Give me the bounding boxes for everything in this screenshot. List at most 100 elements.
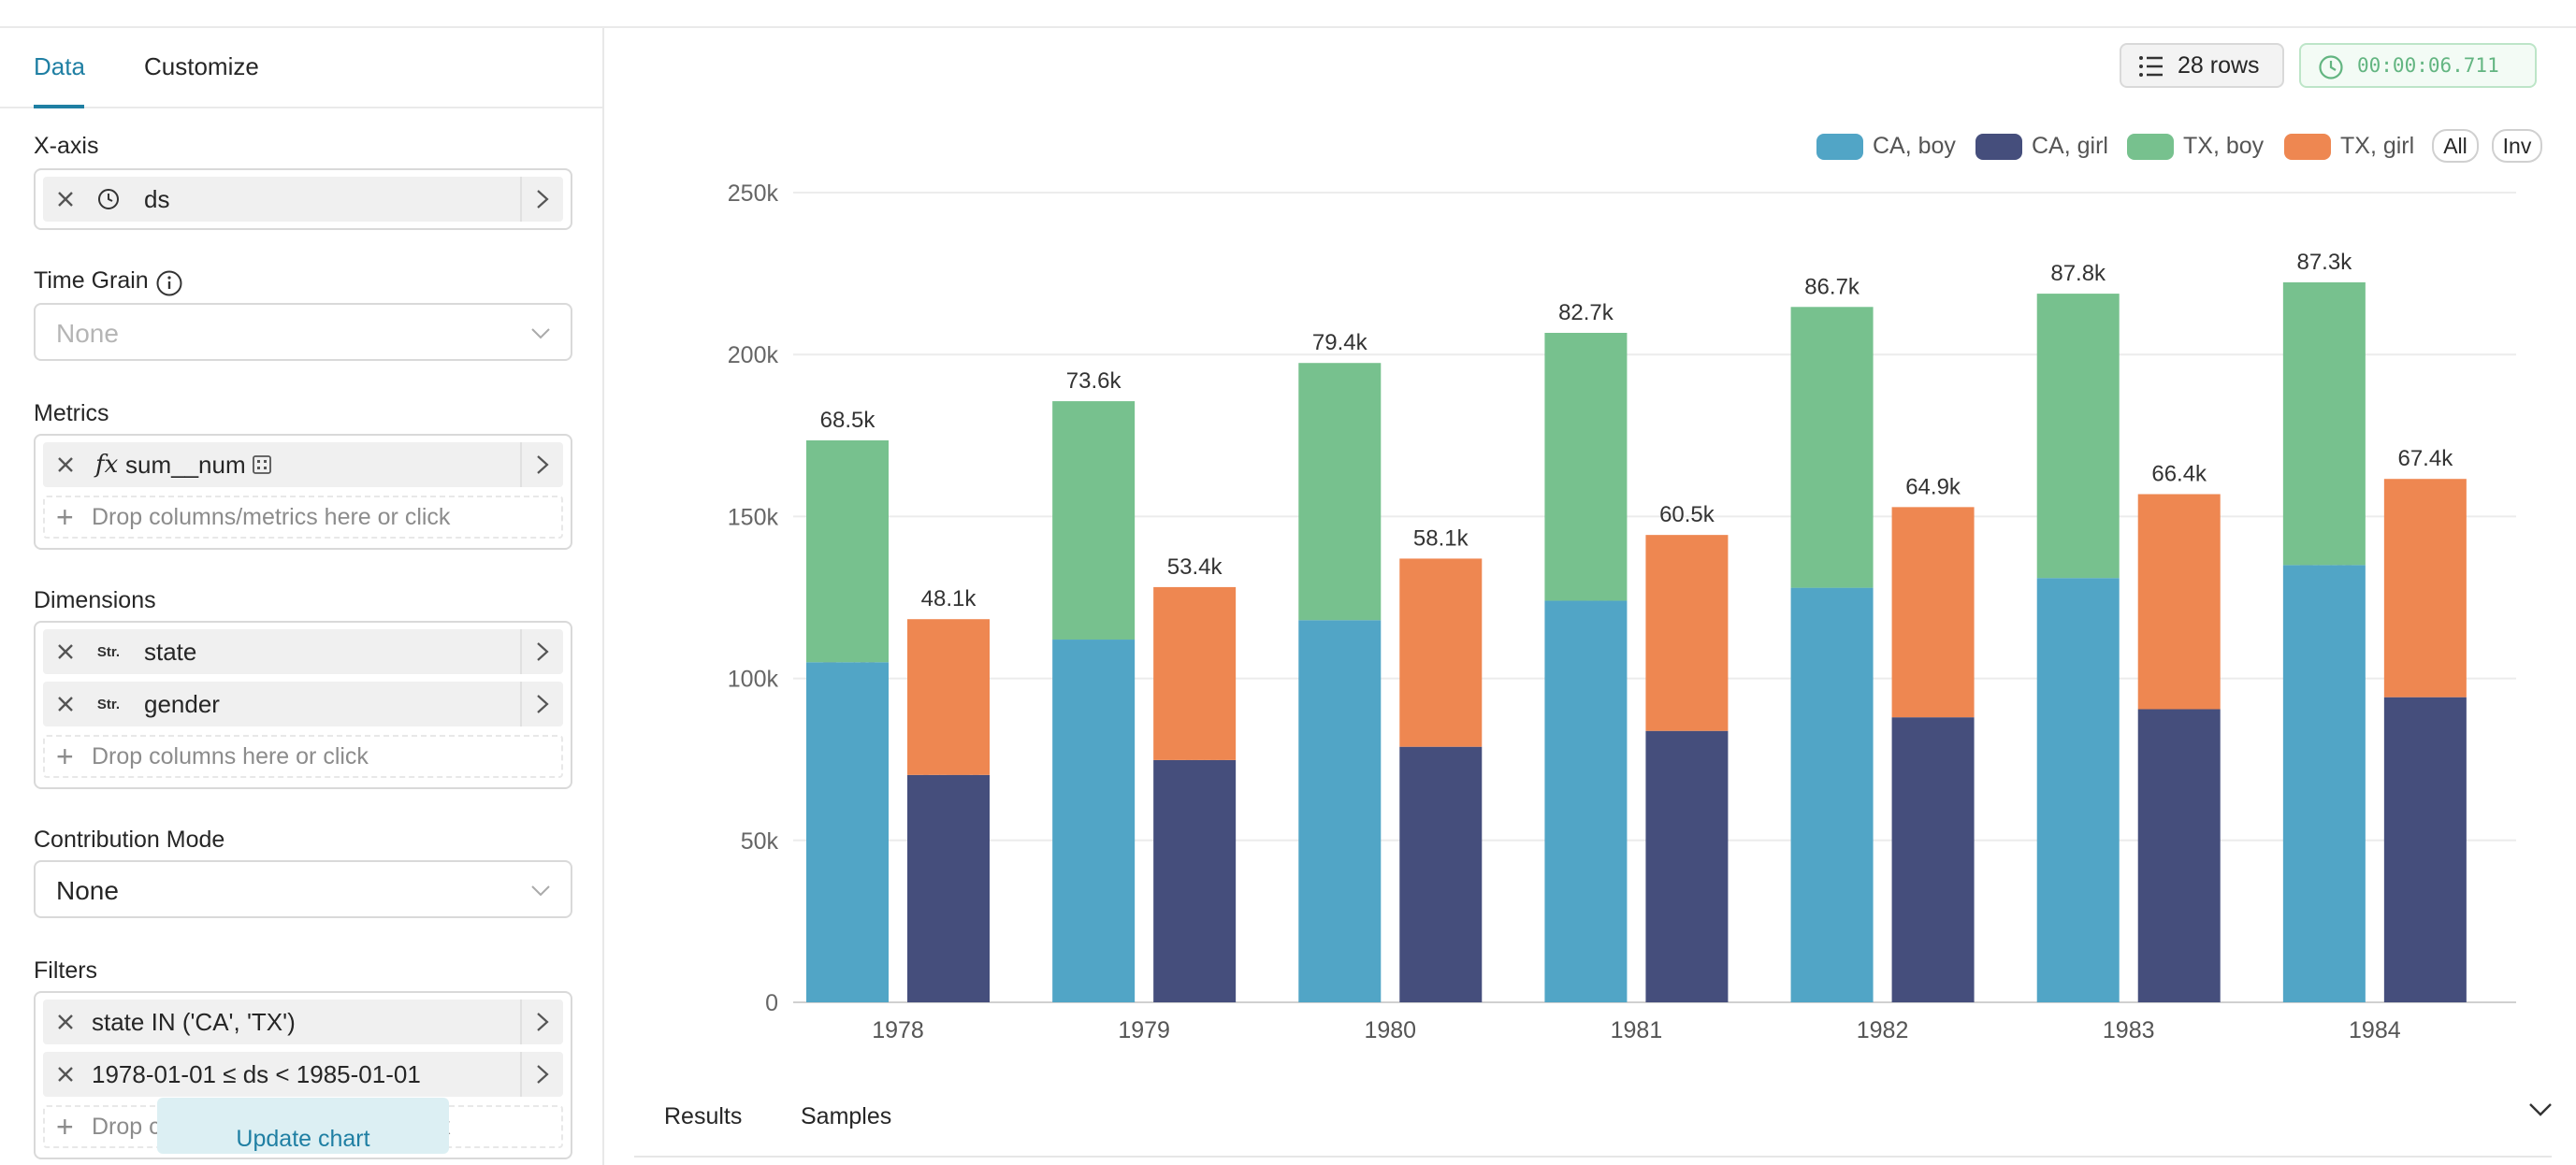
filter-pill[interactable]: 1978-01-01 ≤ ds < 1985-01-01 [43, 1052, 563, 1097]
update-chart-button[interactable]: Update chart [157, 1098, 449, 1154]
bar-segment [1790, 307, 1874, 588]
chevron-down-icon[interactable] [2527, 1096, 2554, 1122]
clock-icon [94, 184, 123, 214]
fx-icon: fx [95, 451, 119, 479]
time-grain-select[interactable]: None [34, 303, 572, 361]
legend-swatch [2284, 134, 2331, 160]
legend-label: TX, girl [2340, 133, 2415, 159]
y-tick-label: 100k [728, 667, 779, 693]
bar-segment [2137, 494, 2221, 710]
list-icon [2139, 56, 2163, 77]
dimensions-drop-hint: Drop columns here or click [92, 743, 369, 769]
bar-segment [1544, 332, 1628, 601]
row-count: 28 rows [2178, 52, 2260, 79]
remove-icon[interactable] [51, 184, 80, 214]
dimension-name: state [144, 638, 197, 666]
x-tick-label: 1978 [872, 1017, 924, 1043]
dimensions-label: Dimensions [34, 587, 156, 613]
dimension-pill-state[interactable]: Str. state [43, 629, 563, 674]
x-tick-label: 1979 [1118, 1017, 1170, 1043]
bar-segment [2282, 565, 2366, 1002]
data-label: 53.4k [1167, 554, 1223, 580]
metrics-drop-zone[interactable]: + Drop columns/metrics here or click [43, 496, 563, 539]
active-tab-indicator [34, 105, 84, 108]
remove-icon[interactable] [51, 1059, 80, 1089]
legend-select-all-button[interactable]: All [2432, 129, 2479, 163]
control-panel: Data Customize X-axis ds Time Grain None… [0, 28, 604, 1165]
tab-customize[interactable]: Customize [144, 52, 259, 80]
x-axis-pill[interactable]: ds [43, 177, 563, 222]
plus-icon: + [56, 740, 74, 773]
timer-value: 00:00:06.711 [2357, 54, 2499, 77]
plus-icon: + [56, 500, 74, 534]
x-axis-control: ds [34, 168, 572, 230]
data-label: 73.6k [1066, 368, 1122, 394]
x-tick-label: 1984 [2349, 1017, 2401, 1043]
dimension-name: gender [144, 690, 220, 718]
x-tick-label: 1981 [1611, 1017, 1663, 1043]
chevron-down-icon [529, 322, 552, 344]
legend-label: TX, boy [2183, 133, 2265, 159]
contribution-mode-select[interactable]: None [34, 860, 572, 918]
data-label: 82.7k [1558, 300, 1614, 325]
legend-swatch [1975, 134, 2022, 160]
data-label: 60.5k [1659, 502, 1715, 527]
remove-icon[interactable] [51, 637, 80, 667]
bar-segment [1891, 507, 1975, 718]
time-grain-label: Time Grain [34, 267, 149, 294]
bar-segment [1891, 717, 1975, 1002]
filter-pill[interactable]: state IN ('CA', 'TX') [43, 1000, 563, 1044]
bar-segment [1153, 586, 1237, 760]
bar-segment [1544, 600, 1628, 1002]
dimensions-drop-zone[interactable]: + Drop columns here or click [43, 735, 563, 778]
data-label: 86.7k [1804, 274, 1860, 299]
filter-value: state IN ('CA', 'TX') [92, 1008, 296, 1036]
metrics-control: fx sum__num + Drop columns/metrics here … [34, 434, 572, 550]
data-label: 67.4k [2397, 446, 2453, 471]
bar-segment [1645, 730, 1729, 1002]
bar-segment [2383, 479, 2467, 698]
bar-segment [1052, 401, 1136, 640]
time-grain-placeholder: None [56, 319, 119, 348]
legend-label: CA, girl [2032, 133, 2108, 159]
y-tick-label: 0 [765, 990, 778, 1016]
data-label: 64.9k [1905, 474, 1961, 499]
x-tick-label: 1982 [1857, 1017, 1909, 1043]
data-label: 48.1k [921, 586, 977, 611]
contribution-mode-label: Contribution Mode [34, 827, 225, 853]
y-tick-label: 250k [728, 180, 779, 207]
remove-icon[interactable] [51, 450, 80, 480]
bar-segment [806, 662, 889, 1002]
data-label: 87.3k [2296, 250, 2352, 275]
data-label: 79.4k [1312, 330, 1368, 355]
legend-invert-button[interactable]: Inv [2492, 129, 2542, 163]
filter-value: 1978-01-01 ≤ ds < 1985-01-01 [92, 1060, 421, 1088]
tab-samples[interactable]: Samples [801, 1103, 892, 1129]
chevron-right-icon[interactable] [520, 629, 563, 674]
legend-label: CA, boy [1873, 133, 1956, 159]
contribution-mode-value: None [56, 876, 119, 905]
remove-icon[interactable] [51, 689, 80, 719]
y-tick-label: 150k [728, 504, 779, 530]
dimension-pill-gender[interactable]: Str. gender [43, 682, 563, 726]
bar-segment [1153, 759, 1237, 1002]
chevron-right-icon[interactable] [520, 1052, 563, 1097]
row-count-button[interactable]: 28 rows [2120, 43, 2284, 88]
data-label: 58.1k [1413, 525, 1469, 551]
bar-segment [1052, 640, 1136, 1002]
chevron-right-icon[interactable] [520, 177, 563, 222]
plus-icon: + [56, 1110, 74, 1143]
dimensions-control: Str. state Str. gender + Drop columns he… [34, 621, 572, 789]
data-label: 87.8k [2050, 261, 2106, 286]
chevron-right-icon[interactable] [520, 1000, 563, 1044]
info-icon[interactable] [155, 269, 183, 302]
tab-data[interactable]: Data [34, 52, 85, 80]
metric-pill[interactable]: fx sum__num [43, 442, 563, 487]
tab-results[interactable]: Results [664, 1103, 743, 1129]
bar-segment [2036, 578, 2120, 1002]
chevron-right-icon[interactable] [520, 442, 563, 487]
bar-segment [1790, 587, 1874, 1002]
chevron-right-icon[interactable] [520, 682, 563, 726]
bar-segment [1298, 620, 1382, 1002]
remove-icon[interactable] [51, 1007, 80, 1037]
